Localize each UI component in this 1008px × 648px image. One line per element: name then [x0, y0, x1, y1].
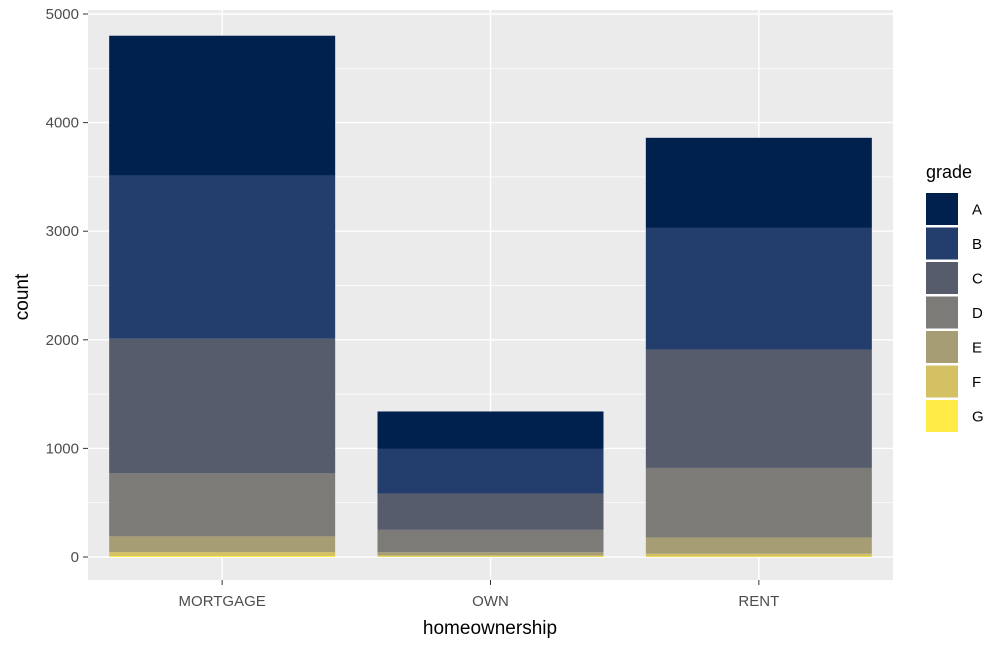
bars-layer	[109, 35, 872, 557]
bar-segment-own-e	[377, 552, 604, 556]
bar-segment-rent-f	[645, 553, 872, 557]
y-tick-label: 4000	[46, 115, 79, 132]
bar-segment-rent-g	[645, 556, 872, 557]
bar-segment-rent-a	[645, 137, 872, 228]
bar-segment-own-f	[377, 555, 604, 557]
x-tick-label: OWN	[472, 593, 509, 610]
x-tick-label: RENT	[738, 593, 779, 610]
y-tick-label: 0	[71, 549, 79, 566]
legend-key-g	[926, 400, 958, 432]
bar-segment-rent-b	[645, 227, 872, 350]
y-axis-title: count	[12, 273, 33, 320]
bar-segment-mortgage-c	[109, 338, 336, 474]
y-tick-label: 1000	[46, 440, 79, 457]
y-axis: 0 1000 2000 3000 4000 5000	[46, 6, 88, 566]
bar-segment-own-a	[377, 411, 604, 449]
x-axis-title: homeownership	[423, 618, 557, 639]
bar-segment-rent-e	[645, 537, 872, 554]
bar-segment-mortgage-g	[109, 555, 336, 557]
bar-segment-mortgage-b	[109, 175, 336, 339]
legend-label: E	[972, 340, 982, 357]
legend-label: D	[972, 305, 983, 322]
legend-label: F	[972, 374, 981, 391]
legend-key-c	[926, 262, 958, 294]
legend-label: C	[972, 271, 983, 288]
bar-segment-own-d	[377, 529, 604, 553]
legend-key-e	[926, 331, 958, 363]
legend-key-f	[926, 365, 958, 398]
bar-segment-mortgage-f	[109, 552, 336, 556]
legend-label: B	[972, 236, 982, 253]
bar-segment-rent-c	[645, 349, 872, 468]
legend-key-b	[926, 227, 958, 260]
legend-label: A	[972, 202, 982, 219]
legend-key-d	[926, 296, 958, 329]
x-axis: MORTGAGE OWN RENT	[179, 580, 779, 610]
bar-segment-own-g	[377, 556, 604, 557]
x-tick-label: MORTGAGE	[179, 593, 266, 610]
y-tick-label: 2000	[46, 332, 79, 349]
bar-segment-mortgage-e	[109, 536, 336, 553]
bar-segment-mortgage-d	[109, 473, 336, 537]
bar-segment-mortgage-a	[109, 35, 336, 176]
legend-key-a	[926, 193, 958, 225]
bar-segment-rent-d	[645, 467, 872, 538]
bar-segment-own-b	[377, 448, 604, 494]
legend-title: grade	[926, 162, 972, 182]
y-tick-label: 5000	[46, 6, 79, 23]
y-tick-label: 3000	[46, 223, 79, 240]
legend-label: G	[972, 409, 984, 426]
bar-segment-own-c	[377, 493, 604, 530]
legend: grade AB CD EF G	[926, 162, 984, 432]
